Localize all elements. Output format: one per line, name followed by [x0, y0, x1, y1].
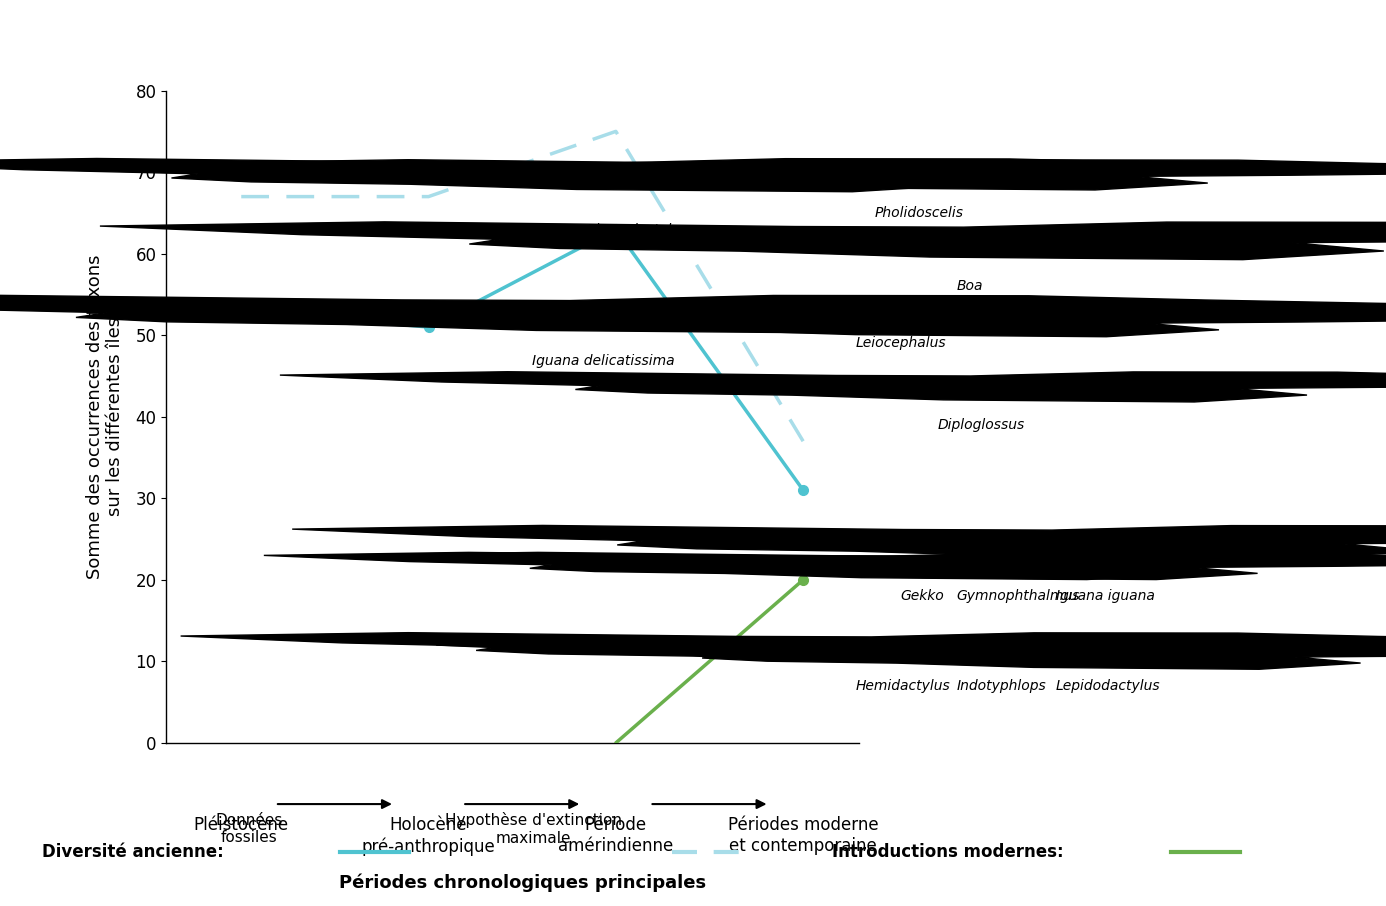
- Polygon shape: [292, 525, 1386, 559]
- Text: Gymnophthalmus: Gymnophthalmus: [956, 589, 1080, 603]
- Text: Iguana delicatissima: Iguana delicatissima: [532, 354, 674, 368]
- Text: Leiocephalus: Leiocephalus: [855, 336, 947, 351]
- Polygon shape: [0, 295, 1386, 333]
- Polygon shape: [437, 642, 1386, 670]
- Text: Données
fossiles: Données fossiles: [216, 813, 283, 845]
- Polygon shape: [263, 553, 1386, 580]
- Text: Introductions modernes:: Introductions modernes:: [832, 843, 1063, 861]
- Polygon shape: [180, 159, 1386, 190]
- Polygon shape: [333, 553, 1386, 580]
- Text: Hypothèse d'extinction
maximale: Hypothèse d'extinction maximale: [445, 813, 622, 845]
- Y-axis label: Somme des occurrences des taxons
sur les différentes îles: Somme des occurrences des taxons sur les…: [86, 255, 125, 579]
- Polygon shape: [441, 636, 1386, 659]
- Polygon shape: [180, 632, 1386, 663]
- Text: Périodes chronologiques principales: Périodes chronologiques principales: [338, 873, 705, 892]
- Text: Diploglossus: Diploglossus: [938, 418, 1026, 432]
- Text: Thecadactylus: Thecadactylus: [588, 224, 687, 237]
- Text: Lepidodactylus: Lepidodactylus: [1056, 679, 1160, 693]
- Polygon shape: [280, 371, 1386, 402]
- Text: Gekko: Gekko: [901, 589, 944, 603]
- Text: Périodes moderne
et contemporaine: Périodes moderne et contemporaine: [728, 816, 879, 855]
- Text: Hemidactylus: Hemidactylus: [855, 679, 951, 693]
- Text: Période
amérindienne: Période amérindienne: [559, 816, 674, 855]
- Text: Holocène
pré-anthropique: Holocène pré-anthropique: [362, 816, 495, 855]
- Text: Diversité ancienne:: Diversité ancienne:: [42, 843, 223, 861]
- Polygon shape: [191, 306, 1386, 337]
- Text: Pholidoscelis: Pholidoscelis: [875, 206, 963, 220]
- Polygon shape: [0, 159, 1380, 192]
- Text: Boa: Boa: [956, 279, 983, 294]
- Polygon shape: [100, 222, 1386, 260]
- Text: Iguana iguana: Iguana iguana: [1056, 589, 1155, 603]
- Text: Pléistocène: Pléistocène: [194, 816, 288, 834]
- Text: Indotyphlops: Indotyphlops: [956, 679, 1046, 693]
